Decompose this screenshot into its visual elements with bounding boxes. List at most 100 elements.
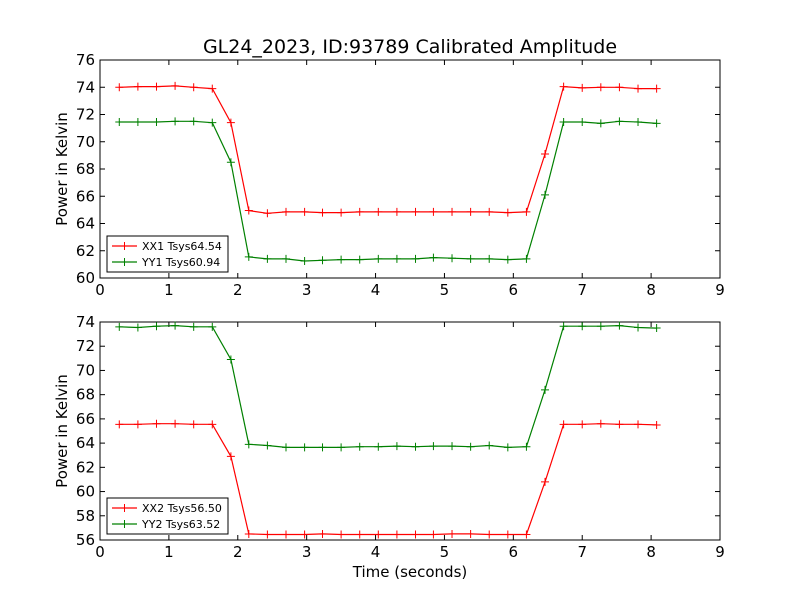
- data-point: [189, 420, 198, 429]
- legend-box: [106, 497, 229, 535]
- y-tick-label: 74: [76, 313, 95, 331]
- x-tick-label: 8: [646, 281, 656, 299]
- data-point: [171, 321, 180, 330]
- data-point: [300, 256, 309, 265]
- data-point: [318, 529, 327, 538]
- data-point: [115, 117, 124, 126]
- data-point: [300, 443, 309, 452]
- data-point: [226, 118, 235, 127]
- data-point: [615, 117, 624, 126]
- legend-marker: [120, 504, 129, 512]
- data-point: [522, 530, 531, 539]
- data-point: [578, 83, 587, 92]
- x-tick-label: 0: [95, 543, 105, 561]
- x-tick-label: 0: [95, 281, 105, 299]
- x-tick-label: 5: [440, 543, 450, 561]
- data-point: [652, 119, 661, 128]
- data-point: [652, 324, 661, 333]
- data-point: [133, 117, 142, 126]
- y-tick-label: 60: [76, 269, 95, 287]
- data-point: [411, 442, 420, 451]
- data-point: [503, 530, 512, 539]
- data-point: [466, 207, 475, 216]
- y-tick-label: 68: [76, 386, 95, 404]
- y-tick-label: 62: [76, 458, 95, 476]
- data-point: [503, 255, 512, 264]
- data-point: [541, 385, 550, 394]
- data-point: [652, 420, 661, 429]
- data-point: [429, 530, 438, 539]
- data-point: [466, 442, 475, 451]
- data-point: [485, 441, 494, 450]
- data-point: [244, 252, 253, 261]
- data-point: [244, 206, 253, 215]
- data-point: [300, 207, 309, 216]
- data-point: [615, 321, 624, 330]
- data-point: [634, 323, 643, 332]
- data-point: [541, 190, 550, 199]
- data-point: [503, 443, 512, 452]
- data-point: [189, 322, 198, 331]
- data-point: [429, 207, 438, 216]
- data-point: [263, 254, 272, 263]
- x-tick-label: 3: [302, 281, 312, 299]
- data-point: [559, 117, 568, 126]
- data-point: [171, 117, 180, 126]
- data-point: [152, 419, 161, 428]
- y-tick-label: 76: [76, 51, 95, 69]
- data-point: [133, 323, 142, 332]
- series-1: [115, 81, 661, 218]
- data-point: [596, 322, 605, 331]
- x-tick-label: 6: [509, 543, 519, 561]
- x-tick-label: 9: [715, 543, 725, 561]
- data-point: [411, 530, 420, 539]
- data-point: [652, 84, 661, 93]
- data-point: [448, 529, 457, 538]
- data-point: [263, 209, 272, 218]
- y-tick-label: 60: [76, 483, 95, 501]
- data-point: [485, 254, 494, 263]
- data-point: [374, 254, 383, 263]
- data-point: [615, 83, 624, 92]
- data-point: [466, 254, 475, 263]
- y-tick-label: 72: [76, 337, 95, 355]
- x-tick-label: 4: [371, 281, 381, 299]
- data-point: [448, 442, 457, 451]
- x-tick-label: 7: [577, 281, 587, 299]
- data-point: [374, 530, 383, 539]
- data-point: [115, 83, 124, 92]
- series-2: [115, 117, 661, 265]
- data-point: [189, 83, 198, 92]
- data-point: [244, 440, 253, 449]
- legend-marker: [120, 520, 129, 528]
- data-point: [448, 207, 457, 216]
- data-point: [318, 443, 327, 452]
- x-tick-label: 1: [164, 543, 174, 561]
- data-point: [282, 443, 290, 452]
- chart-title: GL24_2023, ID:93789 Calibrated Amplitude: [203, 36, 617, 58]
- x-tick-label: 6: [509, 281, 519, 299]
- data-point: [337, 530, 346, 539]
- y-tick-label: 56: [76, 531, 95, 549]
- data-point: [615, 420, 624, 429]
- data-point: [226, 355, 235, 364]
- data-point: [226, 158, 235, 167]
- data-point: [115, 322, 124, 331]
- x-tick-label: 2: [233, 281, 243, 299]
- data-point: [522, 207, 531, 216]
- data-point: [244, 529, 253, 538]
- data-point: [559, 322, 568, 331]
- data-point: [578, 322, 587, 331]
- data-point: [152, 322, 161, 331]
- data-point: [485, 207, 494, 216]
- data-point: [485, 530, 494, 539]
- data-point: [392, 530, 401, 539]
- legend: XX2 Tsys56.50 YY2 Tsys63.52: [106, 497, 229, 535]
- y-tick-label: 74: [76, 78, 95, 96]
- legend-label: YY2 Tsys63.52: [141, 518, 220, 531]
- data-point: [429, 442, 438, 451]
- legend-marker: [120, 242, 129, 250]
- y-tick-label: 68: [76, 160, 95, 178]
